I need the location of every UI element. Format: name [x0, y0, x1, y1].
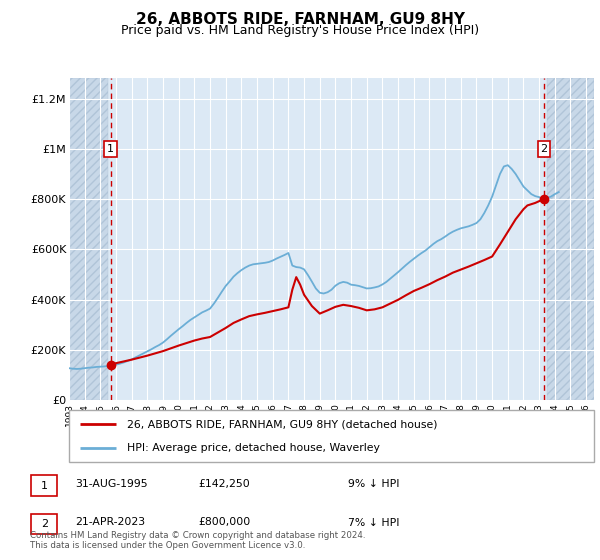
Text: 1: 1 — [41, 480, 48, 491]
Text: 26, ABBOTS RIDE, FARNHAM, GU9 8HY: 26, ABBOTS RIDE, FARNHAM, GU9 8HY — [136, 12, 464, 27]
Text: 1: 1 — [107, 144, 114, 154]
Text: £800,000: £800,000 — [198, 517, 250, 528]
Text: 2: 2 — [41, 519, 48, 529]
Bar — [547, 78, 594, 400]
Text: 9% ↓ HPI: 9% ↓ HPI — [348, 479, 400, 489]
Text: 31-AUG-1995: 31-AUG-1995 — [75, 479, 148, 489]
Text: 26, ABBOTS RIDE, FARNHAM, GU9 8HY (detached house): 26, ABBOTS RIDE, FARNHAM, GU9 8HY (detac… — [127, 419, 437, 430]
Text: HPI: Average price, detached house, Waverley: HPI: Average price, detached house, Wave… — [127, 443, 380, 453]
Bar — [69, 78, 108, 400]
Text: 2: 2 — [540, 144, 547, 154]
Text: £142,250: £142,250 — [198, 479, 250, 489]
Text: 7% ↓ HPI: 7% ↓ HPI — [348, 517, 400, 528]
Text: Contains HM Land Registry data © Crown copyright and database right 2024.
This d: Contains HM Land Registry data © Crown c… — [30, 530, 365, 550]
Text: Price paid vs. HM Land Registry's House Price Index (HPI): Price paid vs. HM Land Registry's House … — [121, 24, 479, 36]
Text: 21-APR-2023: 21-APR-2023 — [75, 517, 145, 528]
